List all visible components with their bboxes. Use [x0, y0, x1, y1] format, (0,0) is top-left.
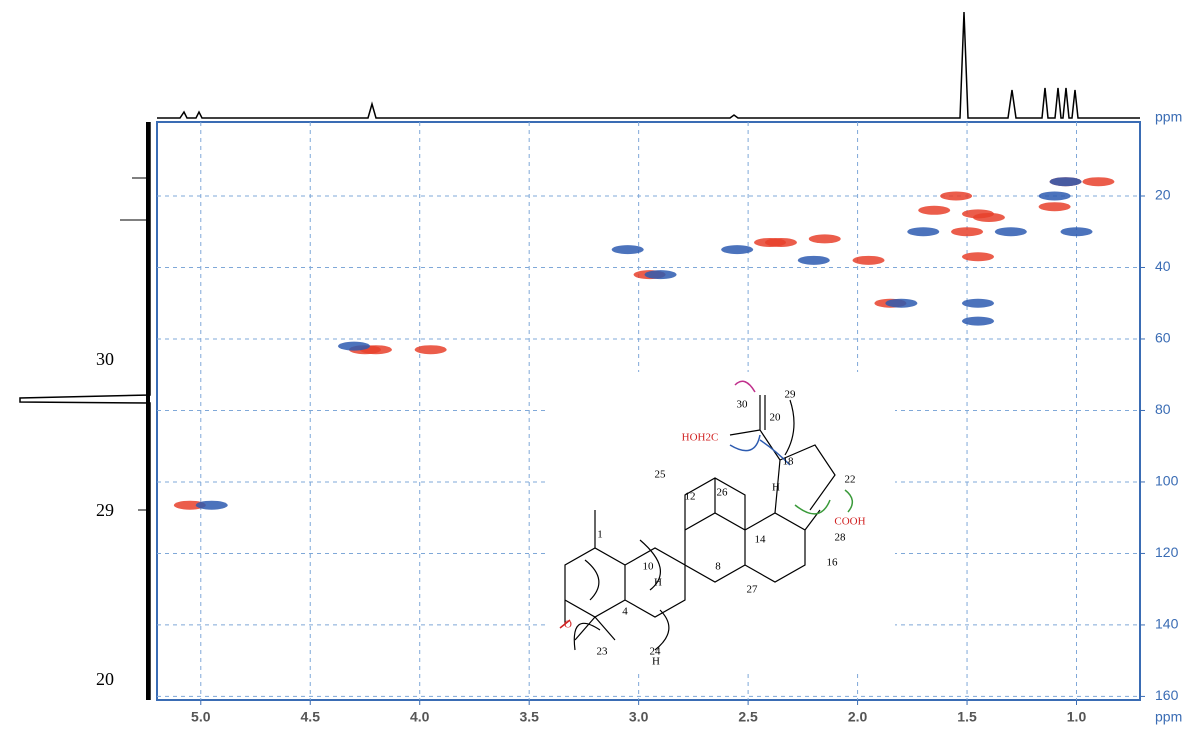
structure-label: 28 — [835, 532, 847, 544]
structure-label: H — [772, 482, 780, 494]
plot-frame — [156, 121, 1141, 701]
peak — [764, 237, 797, 247]
hmbc-arrow — [573, 399, 795, 651]
y-tick-label: 120 — [1155, 544, 1179, 560]
peak — [797, 255, 830, 265]
structure-label: 18 — [783, 456, 795, 468]
x-tick-label: 2.0 — [848, 709, 868, 725]
peak — [972, 212, 1005, 222]
structure-label: 23 — [597, 646, 609, 658]
hmbc-arrow — [844, 489, 854, 513]
structure-label: 24 — [650, 646, 662, 658]
structure-label: 26 — [717, 487, 729, 499]
x-tick-label: 3.0 — [629, 709, 649, 725]
peak — [1049, 177, 1082, 187]
y-tick-label: 140 — [1155, 616, 1179, 632]
projection-label: 29 — [96, 500, 114, 520]
peak — [907, 227, 940, 237]
structure-label: 10 — [643, 561, 655, 573]
y-tick-label: 80 — [1155, 401, 1171, 417]
peak — [852, 255, 885, 265]
structure-label: 1 — [597, 529, 603, 541]
structure-label: H — [652, 656, 660, 668]
structure-label: COOH — [834, 516, 865, 528]
y-tick-label: 60 — [1155, 330, 1171, 346]
structure-label: 22 — [845, 474, 856, 486]
projection-label: 30 — [96, 349, 114, 369]
x-tick-label: 3.5 — [519, 709, 539, 725]
annotations: 30 29 20 — [96, 349, 114, 689]
structure-label: 27 — [747, 584, 759, 596]
structure-label: HOH2C — [682, 432, 719, 444]
hmbc-arrow — [759, 439, 791, 466]
peak — [940, 191, 973, 201]
peak — [611, 245, 644, 255]
peak — [173, 500, 206, 510]
x-tick-label: 5.0 — [191, 709, 211, 725]
structure-label: H — [654, 577, 662, 589]
peak — [414, 345, 447, 355]
peak — [338, 341, 371, 351]
hmbc-arrow — [729, 434, 761, 452]
y-tick-label: 160 — [1155, 687, 1179, 703]
y-tick-label: 40 — [1155, 258, 1171, 274]
x-axis-unit: ppm — [1155, 709, 1182, 725]
peak — [1060, 227, 1093, 237]
peak — [195, 500, 228, 510]
peak — [961, 252, 994, 262]
x-tick-label: 4.0 — [410, 709, 430, 725]
peak — [1038, 202, 1071, 212]
bonds — [564, 395, 836, 641]
structure-label: 29 — [785, 389, 797, 401]
peak — [961, 298, 994, 308]
peak — [961, 316, 994, 326]
peak — [1082, 177, 1115, 187]
hmbc-arrow — [794, 499, 831, 515]
left-projection-spike — [120, 177, 150, 511]
x-tick-label: 2.5 — [738, 709, 758, 725]
peak — [951, 227, 984, 237]
peak — [885, 298, 918, 308]
left-projection — [19, 122, 151, 700]
peak — [1038, 191, 1071, 201]
x-tick-label: 4.5 — [301, 709, 321, 725]
hmbc-arrow — [734, 380, 756, 393]
y-tick-label: 100 — [1155, 473, 1179, 489]
structure-label: 30 — [737, 399, 749, 411]
x-tick-label: 1.5 — [957, 709, 977, 725]
structure-label: 20 — [770, 412, 782, 424]
inset-background — [545, 372, 895, 670]
structure-inset: 29 30 20 HOH2C 22 COOH 28 18 H 12 25 26 14 16 1 10 8 H 27 4… — [545, 372, 895, 670]
structure-label: O — [564, 619, 572, 631]
structure-label: 12 — [685, 491, 696, 503]
carbonyl-bond — [559, 619, 571, 629]
structure-label: 8 — [715, 561, 721, 573]
peak — [994, 227, 1027, 237]
structure-label: 16 — [827, 557, 839, 569]
peak — [808, 234, 841, 244]
structure-label: 4 — [622, 606, 628, 618]
y-axis-unit: ppm — [1155, 109, 1182, 125]
projection-label: 20 — [96, 669, 114, 689]
peak — [918, 205, 951, 215]
peaks — [173, 177, 1115, 510]
structure-label: 25 — [655, 469, 667, 481]
y-tick-label: 20 — [1155, 187, 1171, 203]
x-tick-label: 1.0 — [1067, 709, 1087, 725]
structure-label: 14 — [755, 534, 767, 546]
top-projection — [157, 11, 1140, 119]
peak — [721, 245, 754, 255]
peak — [644, 270, 677, 280]
